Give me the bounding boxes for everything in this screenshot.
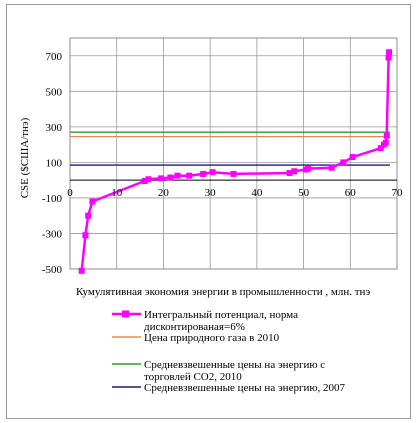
integral-potential-point: [305, 165, 312, 172]
integral-potential-point: [158, 175, 165, 182]
y-tick-labels: -500 -300 -100 100 300 500 700: [42, 51, 63, 276]
integral-potential-point: [209, 169, 216, 176]
legend-marker-integral-potential: [122, 310, 129, 318]
integral-potential-point: [174, 172, 181, 179]
integral-potential-point: [82, 232, 89, 239]
x-tick-label: 50: [298, 187, 310, 199]
y-tick-label: 500: [46, 86, 63, 98]
integral-potential-point: [385, 54, 392, 61]
integral-potential-point: [141, 178, 148, 185]
integral-potential-point: [89, 198, 96, 205]
integral-potential-point: [383, 132, 390, 139]
integral-potential-point: [386, 49, 393, 56]
x-tick-label: 20: [158, 187, 170, 199]
legend-label-gas-price: Цена природного газа в 2010: [144, 332, 280, 344]
integral-potential-point: [340, 159, 347, 166]
legend-label-integral-potential-line1: Интегральный потенциал, норма: [144, 309, 298, 321]
integral-potential-point: [145, 176, 152, 183]
y-tick-label: -100: [42, 193, 63, 205]
integral-potential-point: [382, 139, 389, 146]
integral-potential-point: [186, 172, 193, 179]
plot-area: [69, 37, 398, 270]
x-tick-label: 10: [111, 187, 123, 199]
x-tick-label: 40: [251, 187, 263, 199]
x-tick-label: 30: [205, 187, 217, 199]
integral-potential-point: [200, 170, 207, 177]
grid-lines: [69, 37, 398, 270]
x-tick-label: 70: [392, 187, 404, 199]
y-tick-label: 700: [46, 51, 63, 63]
y-tick-label: 300: [46, 122, 63, 134]
y-tick-label: -300: [42, 228, 63, 240]
legend-label-integral-potential-line2: дисконтированая=6%: [144, 321, 245, 333]
x-tick-labels: 0 10 20 30 40 50 60 70: [67, 187, 403, 199]
integral-potential-point: [291, 168, 298, 175]
integral-potential-point: [286, 170, 293, 177]
x-tick-label: 0: [67, 187, 73, 199]
y-tick-label: -500: [42, 264, 63, 276]
integral-potential-point: [349, 154, 356, 161]
integral-potential-point: [78, 267, 85, 274]
x-tick-label: 60: [345, 187, 357, 199]
y-tick-label: 100: [46, 157, 63, 169]
legend-label-co2-prices-line2: торговлей СО2, 2010: [144, 371, 242, 383]
integral-potential-point: [328, 164, 335, 171]
integral-potential-point: [167, 174, 174, 181]
y-axis-label: CSE ($США/тнэ): [19, 117, 31, 198]
integral-potential-point: [230, 170, 237, 177]
main-series: [78, 49, 393, 274]
integral-potential-point: [85, 212, 92, 219]
legend-label-2007-prices: Средневзвешенные цены на энергию, 2007: [144, 382, 346, 394]
legend-label-co2-prices-line1: Средневзвешенные цены на энергию с: [144, 359, 325, 371]
legend: Интегральный потенциал, норма дисконтиро…: [112, 309, 346, 394]
integral-potential-point: [377, 145, 384, 152]
x-axis-label: Кумулятивная экономия энергии в промышле…: [76, 286, 370, 298]
